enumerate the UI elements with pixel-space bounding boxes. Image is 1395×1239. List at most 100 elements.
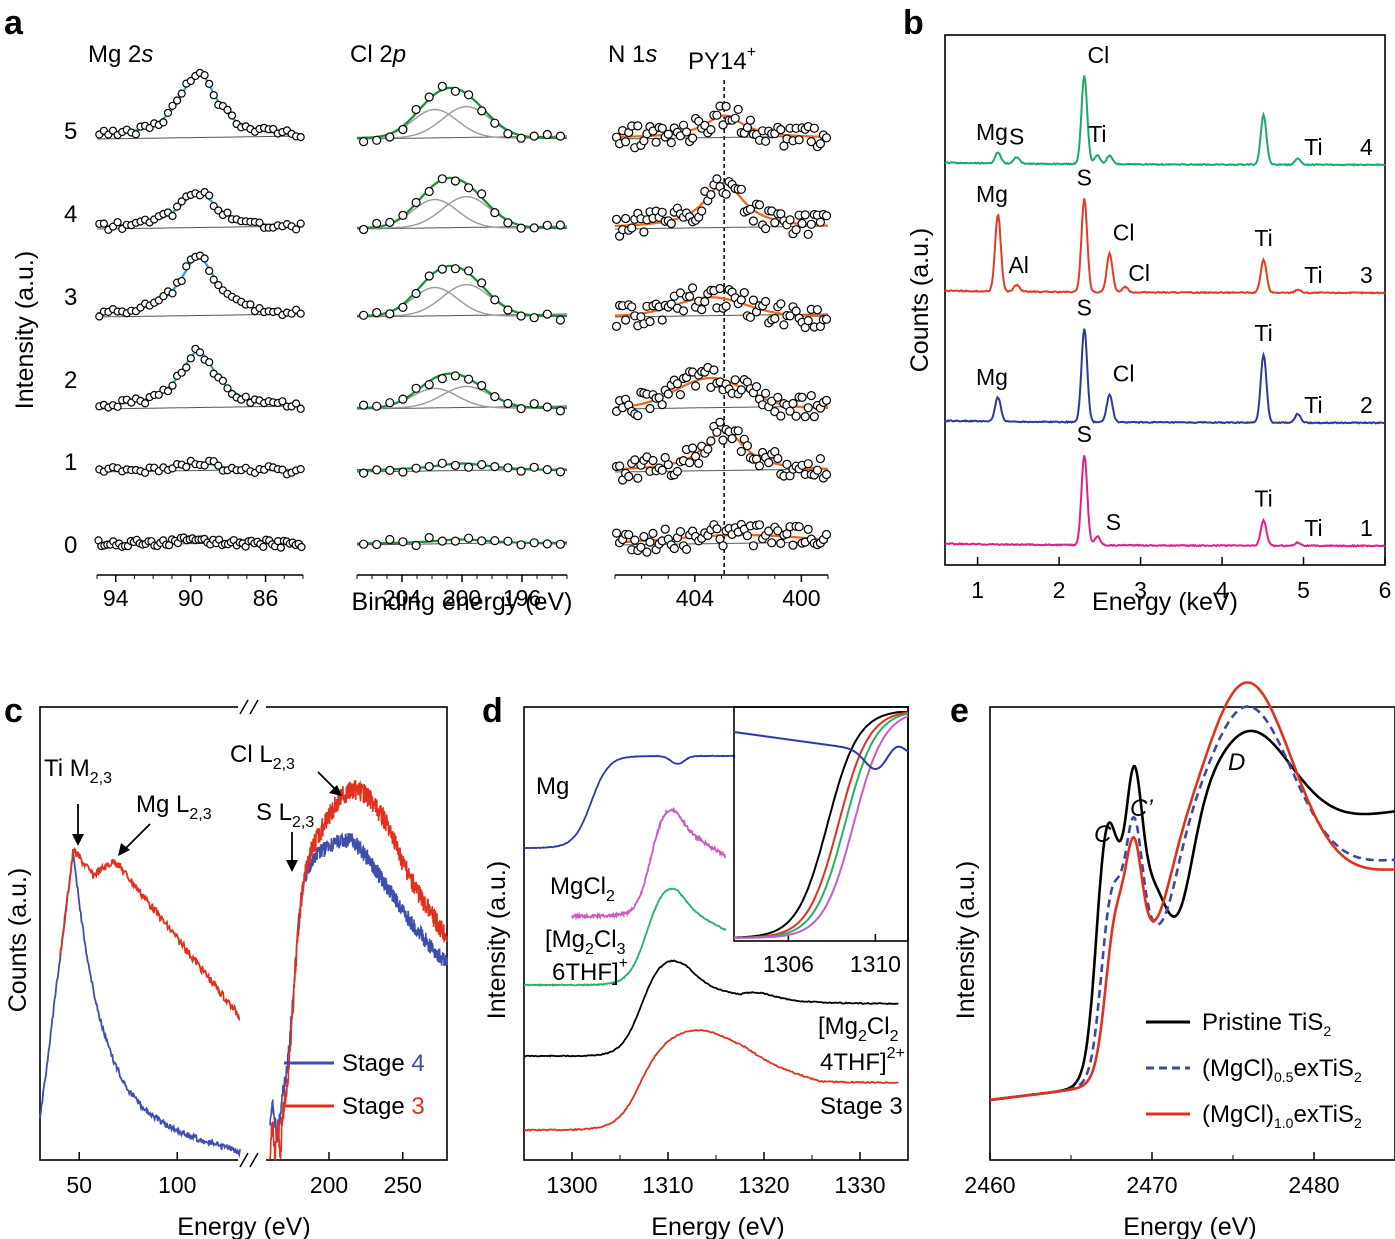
data-point: [99, 219, 109, 228]
data-point: [555, 220, 566, 230]
label-stage3: Stage 3: [820, 1093, 903, 1120]
peak-label: Ti: [1304, 262, 1322, 288]
peak-label: S: [1106, 509, 1121, 535]
data-point: [503, 305, 513, 315]
panel-d: d Intensity (a.u.) Energy (eV) 1300 1310 1…: [482, 692, 909, 1239]
title-mg2s: Mg 2s: [88, 41, 153, 68]
data-point: [424, 380, 434, 390]
fit-curve: [357, 86, 567, 140]
data-point: [516, 223, 526, 233]
data-point: [633, 473, 643, 483]
data-point: [703, 444, 713, 454]
spectrum-line: [944, 198, 1386, 295]
tick-label-e: 2460: [964, 1172, 1015, 1198]
data-point: [385, 534, 395, 545]
data-point: [372, 308, 382, 318]
data-point: [709, 365, 719, 375]
data-point: [611, 214, 622, 224]
data-point: [490, 118, 500, 128]
data-point: [464, 266, 474, 276]
data-point: [721, 189, 731, 199]
data-point: [542, 220, 552, 230]
data-point: [812, 305, 823, 315]
tick-label-d: 1330: [834, 1172, 885, 1198]
data-point: [227, 111, 237, 120]
data-point: [516, 311, 526, 321]
data-point: [614, 461, 625, 471]
data-point: [821, 395, 832, 405]
data-point: [542, 402, 552, 412]
data-point: [209, 275, 218, 284]
data-point: [490, 535, 500, 546]
data-point: [803, 316, 813, 326]
data-point: [779, 320, 789, 330]
data-point: [424, 271, 434, 281]
data-point: [770, 407, 780, 417]
data-point: [690, 381, 701, 391]
xanes-curve: [989, 681, 1395, 1102]
xas-curve: [523, 887, 727, 987]
data-point: [223, 208, 232, 217]
stage-label-0: 0: [64, 532, 77, 559]
data-point: [748, 295, 759, 305]
peak-label: Al: [1008, 252, 1028, 278]
peak-label: S: [1077, 165, 1092, 191]
data-point: [503, 129, 513, 139]
panel-e: e Intensity (a.u.) Energy (eV) 2460 2470 2…: [950, 681, 1395, 1239]
label-mgcl2: MgCl2: [550, 873, 615, 905]
data-point: [666, 299, 676, 309]
data-point: [760, 388, 771, 398]
data-point: [800, 412, 810, 422]
inset-curve: [734, 711, 908, 939]
data-point: [645, 403, 655, 414]
annot-mg-l23: Mg L2,3: [136, 791, 212, 823]
data-point: [764, 458, 774, 468]
panel-b-xlabel: Energy (keV): [1092, 588, 1238, 616]
data-point: [168, 289, 177, 298]
data-point: [663, 129, 673, 139]
data-point: [657, 465, 667, 475]
label-mg2cl2-b: 4THF]2+: [820, 1045, 905, 1076]
data-point: [748, 541, 759, 551]
tick-label-d: 1320: [738, 1172, 789, 1198]
data-point: [821, 211, 832, 221]
data-point: [296, 133, 305, 142]
data-point: [687, 443, 698, 453]
data-point: [437, 81, 447, 92]
data-point: [633, 121, 643, 131]
data-point: [730, 375, 740, 385]
data-point: [490, 208, 500, 218]
data-point: [706, 436, 716, 446]
title-py14: PY14+: [688, 44, 756, 75]
title-n1s: N 1s: [608, 41, 657, 68]
data-point: [767, 538, 777, 548]
data-point: [669, 543, 679, 554]
panel-c-xlabel: Energy (eV): [177, 1213, 310, 1239]
panel-e-ylabel: Intensity (a.u.): [952, 861, 980, 1019]
data-point: [754, 520, 765, 530]
data-point: [742, 531, 753, 541]
data-point: [648, 528, 658, 539]
data-point: [657, 400, 667, 410]
data-point: [516, 133, 526, 143]
panel-b-frame: [944, 34, 1386, 566]
data-point: [464, 183, 474, 193]
data-point: [464, 462, 474, 472]
data-point: [803, 524, 813, 535]
annot-arrows: [72, 771, 342, 872]
data-point: [168, 101, 177, 110]
annot-c-prime: C’: [1130, 795, 1153, 822]
data-point: [437, 536, 447, 546]
data-point: [464, 374, 474, 384]
data-point: [278, 397, 287, 406]
data-point: [296, 404, 305, 413]
data-point: [177, 197, 186, 206]
tick-label-d: 1310: [642, 1172, 693, 1198]
data-point: [490, 295, 500, 305]
peak-label: Cl: [1113, 220, 1135, 246]
data-point: [715, 283, 725, 294]
data-point: [681, 544, 692, 555]
data-point: [791, 225, 801, 235]
